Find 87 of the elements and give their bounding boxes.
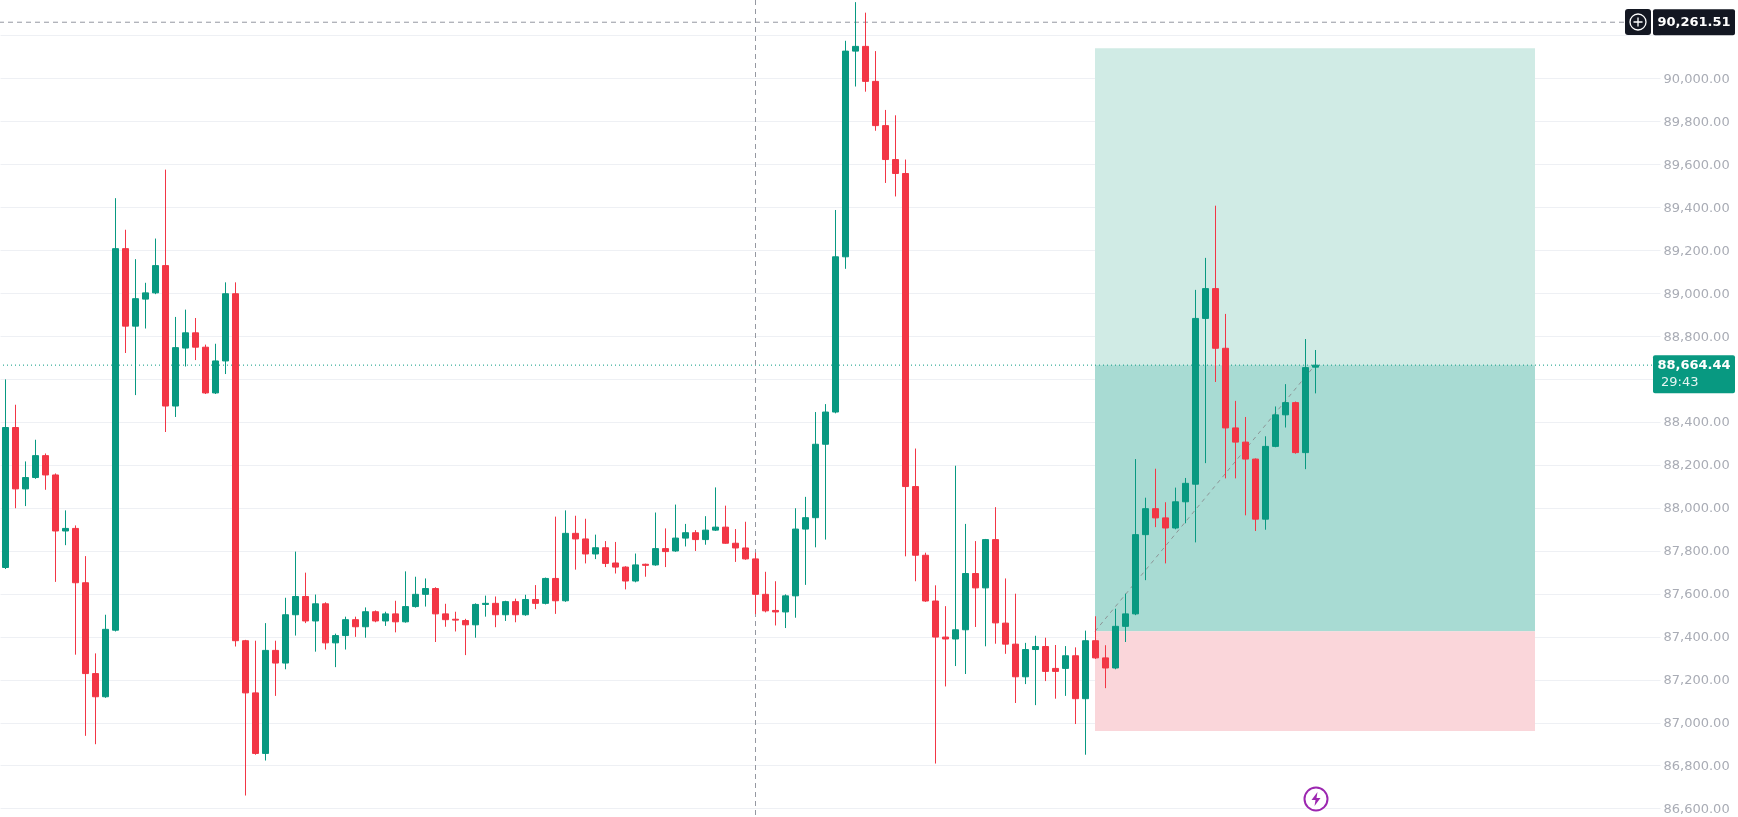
candlestick	[852, 1, 859, 88]
candlestick	[742, 521, 749, 561]
candlestick	[612, 541, 619, 575]
candlestick	[582, 518, 589, 564]
candlestick	[1062, 645, 1069, 697]
y-tick-label: 88,800.00	[1663, 328, 1730, 344]
y-tick-label: 87,200.00	[1663, 672, 1730, 688]
candlestick	[482, 595, 489, 618]
candlestick	[552, 516, 559, 615]
candlestick	[802, 496, 809, 586]
candlestick	[492, 595, 499, 628]
candlestick	[472, 602, 479, 639]
ref-line-label: 90,261.51	[1657, 14, 1731, 30]
candlestick	[722, 505, 729, 545]
candlestick	[512, 598, 519, 623]
candlestick	[312, 594, 319, 653]
y-tick-label: 89,800.00	[1663, 113, 1730, 129]
candlestick	[632, 553, 639, 583]
candlestick	[622, 565, 629, 590]
y-tick-label: 88,000.00	[1663, 500, 1730, 516]
candlestick	[952, 465, 959, 667]
candlestick	[392, 600, 399, 633]
candlestick	[782, 593, 789, 629]
candlestick	[1052, 644, 1059, 700]
candlestick	[422, 577, 429, 608]
y-tick-label: 89,400.00	[1663, 199, 1730, 215]
candlestick	[732, 528, 739, 563]
candlestick	[62, 509, 69, 546]
candlestick	[772, 580, 779, 626]
y-tick-label: 87,800.00	[1663, 543, 1730, 559]
candlestick	[672, 504, 679, 553]
candlestick	[1002, 577, 1009, 655]
candlestick	[1182, 477, 1189, 524]
candlestick	[942, 605, 949, 687]
candlestick	[1102, 644, 1109, 689]
y-tick-label: 86,800.00	[1663, 757, 1730, 773]
candlestick	[662, 527, 669, 568]
candlestick	[1242, 416, 1249, 516]
candlestick	[1152, 468, 1159, 528]
candlestick	[592, 534, 599, 560]
y-tick-label: 87,600.00	[1663, 586, 1730, 602]
candlestick	[692, 529, 699, 552]
candlestick	[442, 603, 449, 628]
candlestick	[22, 460, 29, 507]
candlestick	[602, 540, 609, 568]
candlestick	[192, 317, 199, 361]
candlestick	[352, 616, 359, 638]
candlestick	[1122, 593, 1129, 643]
candlestick	[1232, 400, 1239, 479]
candlestick	[32, 439, 39, 480]
candlestick	[292, 551, 299, 637]
candlestick	[362, 606, 369, 639]
candlestick	[572, 515, 579, 571]
y-tick-label: 90,000.00	[1663, 70, 1730, 86]
candlestick	[892, 114, 899, 197]
candlestick	[142, 282, 149, 330]
candlestick	[1162, 501, 1169, 564]
candlestick	[972, 540, 979, 628]
candlestick	[92, 652, 99, 745]
candlestick	[522, 594, 529, 617]
candlestick	[1032, 635, 1039, 706]
candlestick	[452, 611, 459, 632]
candlestick	[762, 571, 769, 613]
y-tick-label: 89,000.00	[1663, 285, 1730, 301]
candlestick	[1282, 383, 1289, 428]
candlestick	[42, 452, 49, 491]
candlestick	[272, 640, 279, 697]
candlestick	[652, 512, 659, 567]
y-tick-label: 89,600.00	[1663, 156, 1730, 172]
ref-line-label: 88,664.44	[1657, 357, 1731, 373]
y-tick-label: 87,000.00	[1663, 715, 1730, 731]
candlestick	[402, 570, 409, 624]
candlestick	[682, 523, 689, 547]
y-tick-label: 89,200.00	[1663, 242, 1730, 258]
y-tick-label: 86,600.00	[1663, 800, 1730, 816]
candlestick	[342, 616, 349, 651]
candlestick	[712, 486, 719, 532]
candlestick	[412, 576, 419, 609]
candlestick	[702, 515, 709, 546]
candlestick	[462, 618, 469, 656]
candlestick	[532, 584, 539, 610]
y-tick-label: 87,400.00	[1663, 629, 1730, 645]
y-tick-label: 88,400.00	[1663, 414, 1730, 430]
y-tick-label: 88,200.00	[1663, 457, 1730, 473]
candlestick	[1092, 615, 1099, 660]
text: 29:43	[1661, 374, 1699, 390]
candlestick	[332, 633, 339, 668]
